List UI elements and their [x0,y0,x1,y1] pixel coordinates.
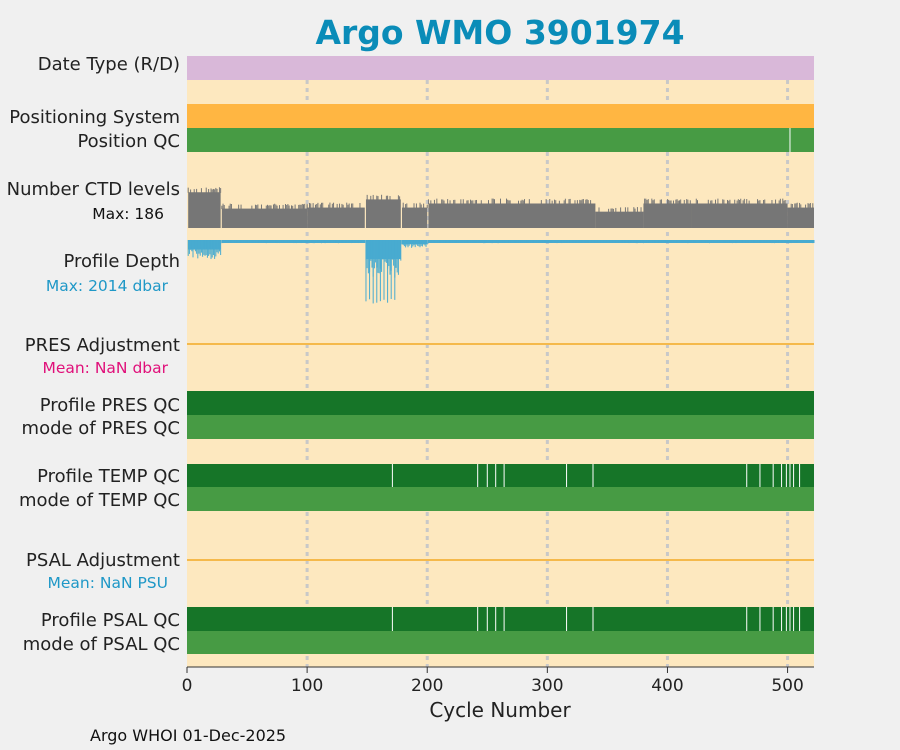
ctd-max-label: Max: 186 [92,205,164,223]
x-tick-label: 300 [531,676,563,696]
ctd-level-segment [787,207,814,228]
profile-depth-segment [428,240,814,243]
profile-depth-segment [188,240,221,250]
profile-depth-segment [402,240,428,244]
row-label-temp-mode: mode of TEMP QC [19,490,180,511]
row-label-pres-qc: Profile PRES QC [40,395,180,416]
band-positioning-system [187,104,814,128]
plot-area [187,56,814,667]
row-label-position-qc: Position QC [77,131,180,152]
row-label-pres-adjustment: PRES Adjustment [25,335,180,356]
row-label-psal-mode: mode of PSAL QC [23,634,180,655]
footer-credit: Argo WHOI 01-Dec-2025 [90,726,286,745]
x-tick-label: 200 [411,676,443,696]
ctd-level-segment [188,192,221,228]
row-bands [187,56,814,654]
row-label-profile-depth: Profile Depth [63,251,180,272]
row-label-ctd-levels: Number CTD levels [7,179,180,200]
x-tick-label: 100 [291,676,323,696]
row-label-psal-adjustment: PSAL Adjustment [26,550,180,571]
ctd-level-segment [307,207,365,228]
ctd-level-segment [365,199,401,228]
psal-mean-label: Mean: NaN PSU [47,574,168,592]
band-position-qc [187,128,814,152]
grid-lines [305,56,790,667]
x-tick-label: 500 [771,676,803,696]
band-date-type [187,56,814,80]
row-label-temp-qc: Profile TEMP QC [37,466,180,487]
band-profile-temp-qc [187,464,814,487]
band-mode-psal-qc [187,631,814,654]
band-profile-psal-qc [187,607,814,631]
x-tick-label: 0 [182,676,193,696]
band-profile-pres-qc [187,391,814,415]
ctd-level-segment [595,211,644,228]
band-mode-pres-qc [187,415,814,439]
x-axis: 0 100 200 300 400 500 [182,666,814,696]
ctd-level-segment [221,208,308,228]
row-label-date-type: Date Type (R/D) [38,54,180,75]
ctd-level-segment [643,203,692,228]
ctd-level-segment [402,207,428,228]
x-tick-label: 400 [651,676,683,696]
depth-max-label: Max: 2014 dbar [46,277,169,295]
row-label-pres-mode: mode of PRES QC [22,418,180,439]
ctd-level-segment [691,203,788,228]
ctd-level-segment [428,203,596,228]
band-mode-temp-qc [187,487,814,511]
row-label-psal-qc: Profile PSAL QC [41,610,180,631]
profile-depth-segment [221,240,365,243]
pres-mean-label: Mean: NaN dbar [42,359,168,377]
chart-title: Argo WMO 3901974 [315,13,684,52]
x-axis-label: Cycle Number [429,698,571,722]
series-marks [187,128,815,631]
row-label-positioning: Positioning System [9,107,180,128]
